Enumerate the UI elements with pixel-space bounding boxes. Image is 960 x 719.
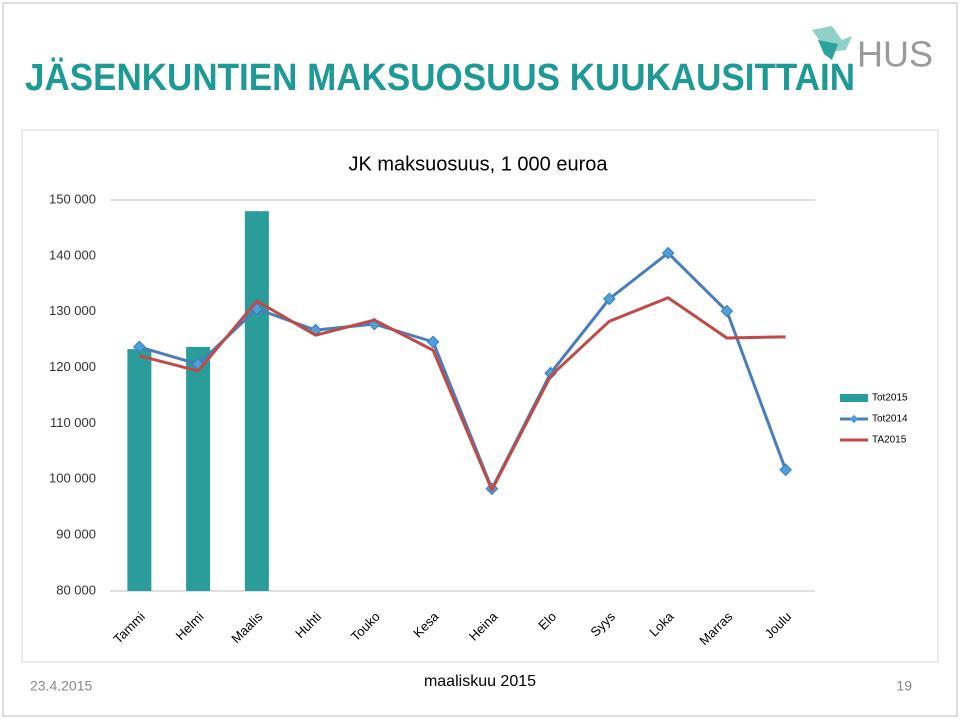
y-tick-label: 150 000 bbox=[49, 191, 96, 206]
bar bbox=[186, 346, 211, 591]
marker bbox=[779, 463, 792, 477]
y-tick-label: 130 000 bbox=[49, 303, 96, 318]
x-tick-label: Huhti bbox=[292, 609, 324, 641]
y-tick-label: 100 000 bbox=[49, 471, 96, 486]
logo-text: HUS bbox=[857, 34, 933, 75]
x-tick-label: Loka bbox=[646, 608, 677, 639]
y-tick-label: 80 000 bbox=[56, 582, 96, 597]
legend-label: Tot2015 bbox=[872, 393, 908, 404]
slide-title: JÄSENKUNTIEN MAKSUOSUUS KUUKAUSITTAIN bbox=[25, 56, 855, 99]
x-tick-label: Touko bbox=[348, 609, 383, 644]
x-tick-label: Tammi bbox=[110, 609, 148, 647]
x-tick-label: Joulu bbox=[762, 609, 795, 642]
marker bbox=[720, 304, 734, 318]
page-number: 19 bbox=[896, 678, 912, 694]
x-tick-label: Syys bbox=[587, 609, 618, 640]
logo: HUS bbox=[812, 26, 933, 75]
legend-swatch bbox=[840, 394, 868, 402]
chart-frame bbox=[21, 129, 939, 663]
legend-label: TA2015 bbox=[872, 435, 907, 446]
marker bbox=[426, 335, 440, 349]
y-tick-label: 120 000 bbox=[49, 359, 96, 374]
x-tick-label: Helmi bbox=[173, 609, 207, 643]
y-tick-label: 110 000 bbox=[50, 415, 96, 430]
line bbox=[139, 296, 786, 492]
footer-date: 23.4.2015 bbox=[30, 678, 92, 694]
marker bbox=[661, 246, 675, 260]
x-tick-label: Elo bbox=[535, 609, 559, 633]
x-tick-label: Marras bbox=[696, 609, 736, 649]
chart-title: JK maksuosuus, 1 000 euroa bbox=[348, 153, 608, 175]
legend-label: Tot2014 bbox=[872, 414, 908, 425]
marker bbox=[544, 366, 557, 380]
y-tick-label: 90 000 bbox=[56, 527, 96, 542]
legend-marker bbox=[849, 414, 859, 424]
x-tick-label: Maalis bbox=[228, 609, 266, 647]
footer-center: maaliskuu 2015 bbox=[424, 673, 536, 690]
marker bbox=[133, 340, 146, 354]
y-tick-label: 140 000 bbox=[49, 247, 96, 262]
marker bbox=[603, 292, 616, 306]
x-tick-label: Heina bbox=[466, 608, 501, 643]
bar bbox=[127, 349, 152, 591]
bar bbox=[244, 211, 269, 591]
x-tick-label: Kesa bbox=[410, 608, 442, 640]
line bbox=[138, 251, 788, 491]
